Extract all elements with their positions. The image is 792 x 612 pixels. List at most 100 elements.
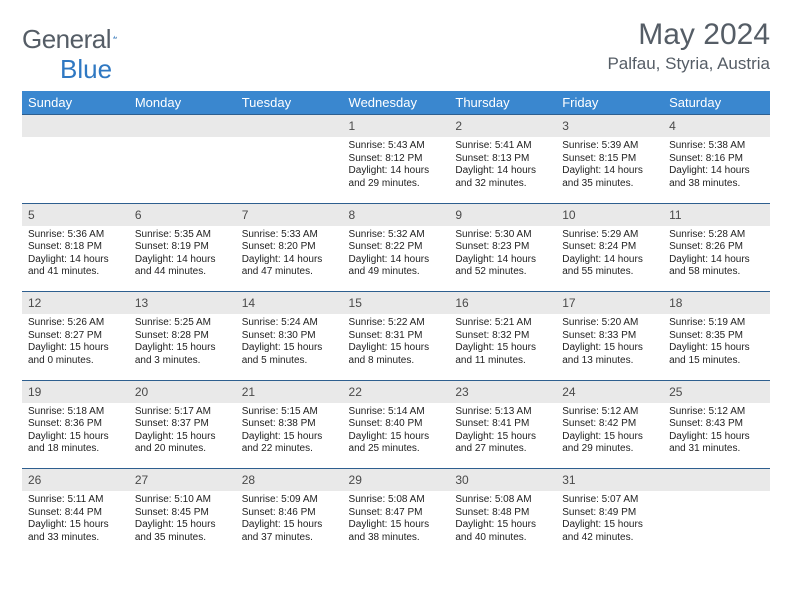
day-number-row: 26 27 28 29 30 31 [22, 469, 770, 492]
day-number-cell: 14 [236, 292, 343, 315]
day-number-cell: 8 [343, 203, 450, 226]
day-number: 21 [242, 385, 255, 399]
sun-info: Sunrise: 5:13 AMSunset: 8:41 PMDaylight:… [455, 406, 550, 456]
day-info-cell: Sunrise: 5:35 AMSunset: 8:19 PMDaylight:… [129, 226, 236, 292]
day-number-cell: 9 [449, 203, 556, 226]
day-number: 3 [562, 119, 569, 133]
day-info-row: Sunrise: 5:36 AMSunset: 8:18 PMDaylight:… [22, 226, 770, 292]
day-info-cell [129, 137, 236, 203]
day-number-row: 12 13 14 15 16 17 18 [22, 292, 770, 315]
sun-info: Sunrise: 5:26 AMSunset: 8:27 PMDaylight:… [28, 317, 123, 367]
day-info-cell: Sunrise: 5:21 AMSunset: 8:32 PMDaylight:… [449, 314, 556, 380]
day-number: 31 [562, 473, 575, 487]
day-info-cell [22, 137, 129, 203]
sun-info: Sunrise: 5:11 AMSunset: 8:44 PMDaylight:… [28, 494, 123, 544]
weekday-header: Wednesday [343, 91, 450, 115]
day-number: 22 [349, 385, 362, 399]
day-info-cell [236, 137, 343, 203]
weekday-header: Sunday [22, 91, 129, 115]
day-number-cell: 18 [663, 292, 770, 315]
day-number: 13 [135, 296, 148, 310]
day-number-cell [129, 115, 236, 138]
day-info-cell: Sunrise: 5:41 AMSunset: 8:13 PMDaylight:… [449, 137, 556, 203]
day-number-cell: 28 [236, 469, 343, 492]
day-number-cell: 11 [663, 203, 770, 226]
day-number: 8 [349, 208, 356, 222]
sun-info: Sunrise: 5:08 AMSunset: 8:47 PMDaylight:… [349, 494, 444, 544]
day-info-cell: Sunrise: 5:30 AMSunset: 8:23 PMDaylight:… [449, 226, 556, 292]
sun-info: Sunrise: 5:07 AMSunset: 8:49 PMDaylight:… [562, 494, 657, 544]
day-number-row: 19 20 21 22 23 24 25 [22, 380, 770, 403]
day-number-cell: 1 [343, 115, 450, 138]
day-number-cell: 29 [343, 469, 450, 492]
day-info-row: Sunrise: 5:11 AMSunset: 8:44 PMDaylight:… [22, 491, 770, 557]
day-info-cell: Sunrise: 5:20 AMSunset: 8:33 PMDaylight:… [556, 314, 663, 380]
sail-icon [113, 28, 117, 46]
day-number-cell: 31 [556, 469, 663, 492]
sun-info: Sunrise: 5:09 AMSunset: 8:46 PMDaylight:… [242, 494, 337, 544]
day-number-cell: 30 [449, 469, 556, 492]
sun-info: Sunrise: 5:32 AMSunset: 8:22 PMDaylight:… [349, 229, 444, 279]
day-info-cell: Sunrise: 5:38 AMSunset: 8:16 PMDaylight:… [663, 137, 770, 203]
day-info-cell: Sunrise: 5:36 AMSunset: 8:18 PMDaylight:… [22, 226, 129, 292]
day-number: 23 [455, 385, 468, 399]
day-number-cell: 16 [449, 292, 556, 315]
sun-info: Sunrise: 5:38 AMSunset: 8:16 PMDaylight:… [669, 140, 764, 190]
day-info-row: Sunrise: 5:18 AMSunset: 8:36 PMDaylight:… [22, 403, 770, 469]
day-number: 4 [669, 119, 676, 133]
calendar-table: Sunday Monday Tuesday Wednesday Thursday… [22, 91, 770, 557]
month-title: May 2024 [607, 18, 770, 52]
sun-info: Sunrise: 5:35 AMSunset: 8:19 PMDaylight:… [135, 229, 230, 279]
day-number-cell [236, 115, 343, 138]
day-number: 18 [669, 296, 682, 310]
day-number: 25 [669, 385, 682, 399]
day-number: 14 [242, 296, 255, 310]
sun-info: Sunrise: 5:14 AMSunset: 8:40 PMDaylight:… [349, 406, 444, 456]
sun-info: Sunrise: 5:21 AMSunset: 8:32 PMDaylight:… [455, 317, 550, 367]
day-info-cell [663, 491, 770, 557]
day-info-cell: Sunrise: 5:13 AMSunset: 8:41 PMDaylight:… [449, 403, 556, 469]
sun-info: Sunrise: 5:25 AMSunset: 8:28 PMDaylight:… [135, 317, 230, 367]
day-number: 7 [242, 208, 249, 222]
logo-text-general: General [22, 24, 111, 55]
weekday-header: Tuesday [236, 91, 343, 115]
sun-info: Sunrise: 5:22 AMSunset: 8:31 PMDaylight:… [349, 317, 444, 367]
day-info-cell: Sunrise: 5:25 AMSunset: 8:28 PMDaylight:… [129, 314, 236, 380]
day-info-cell: Sunrise: 5:11 AMSunset: 8:44 PMDaylight:… [22, 491, 129, 557]
day-number: 29 [349, 473, 362, 487]
day-number: 17 [562, 296, 575, 310]
weekday-header: Thursday [449, 91, 556, 115]
logo-text-blue: Blue [60, 54, 112, 84]
day-number: 20 [135, 385, 148, 399]
day-number: 26 [28, 473, 41, 487]
day-number-cell: 15 [343, 292, 450, 315]
sun-info: Sunrise: 5:41 AMSunset: 8:13 PMDaylight:… [455, 140, 550, 190]
weekday-header: Friday [556, 91, 663, 115]
sun-info: Sunrise: 5:33 AMSunset: 8:20 PMDaylight:… [242, 229, 337, 279]
day-info-cell: Sunrise: 5:08 AMSunset: 8:48 PMDaylight:… [449, 491, 556, 557]
sun-info: Sunrise: 5:39 AMSunset: 8:15 PMDaylight:… [562, 140, 657, 190]
day-number-cell: 19 [22, 380, 129, 403]
day-number: 11 [669, 208, 681, 222]
day-number: 12 [28, 296, 41, 310]
day-number-cell: 24 [556, 380, 663, 403]
sun-info: Sunrise: 5:30 AMSunset: 8:23 PMDaylight:… [455, 229, 550, 279]
sun-info: Sunrise: 5:10 AMSunset: 8:45 PMDaylight:… [135, 494, 230, 544]
sun-info: Sunrise: 5:24 AMSunset: 8:30 PMDaylight:… [242, 317, 337, 367]
day-info-cell: Sunrise: 5:26 AMSunset: 8:27 PMDaylight:… [22, 314, 129, 380]
day-info-cell: Sunrise: 5:07 AMSunset: 8:49 PMDaylight:… [556, 491, 663, 557]
day-number: 16 [455, 296, 468, 310]
weekday-header: Saturday [663, 91, 770, 115]
day-info-cell: Sunrise: 5:29 AMSunset: 8:24 PMDaylight:… [556, 226, 663, 292]
day-info-cell: Sunrise: 5:22 AMSunset: 8:31 PMDaylight:… [343, 314, 450, 380]
sun-info: Sunrise: 5:28 AMSunset: 8:26 PMDaylight:… [669, 229, 764, 279]
day-number: 24 [562, 385, 575, 399]
sun-info: Sunrise: 5:19 AMSunset: 8:35 PMDaylight:… [669, 317, 764, 367]
day-number-cell: 6 [129, 203, 236, 226]
title-block: May 2024 Palfau, Styria, Austria [607, 18, 770, 74]
day-number: 28 [242, 473, 255, 487]
day-info-cell: Sunrise: 5:18 AMSunset: 8:36 PMDaylight:… [22, 403, 129, 469]
day-number: 27 [135, 473, 148, 487]
day-number-cell: 23 [449, 380, 556, 403]
day-number-cell: 27 [129, 469, 236, 492]
